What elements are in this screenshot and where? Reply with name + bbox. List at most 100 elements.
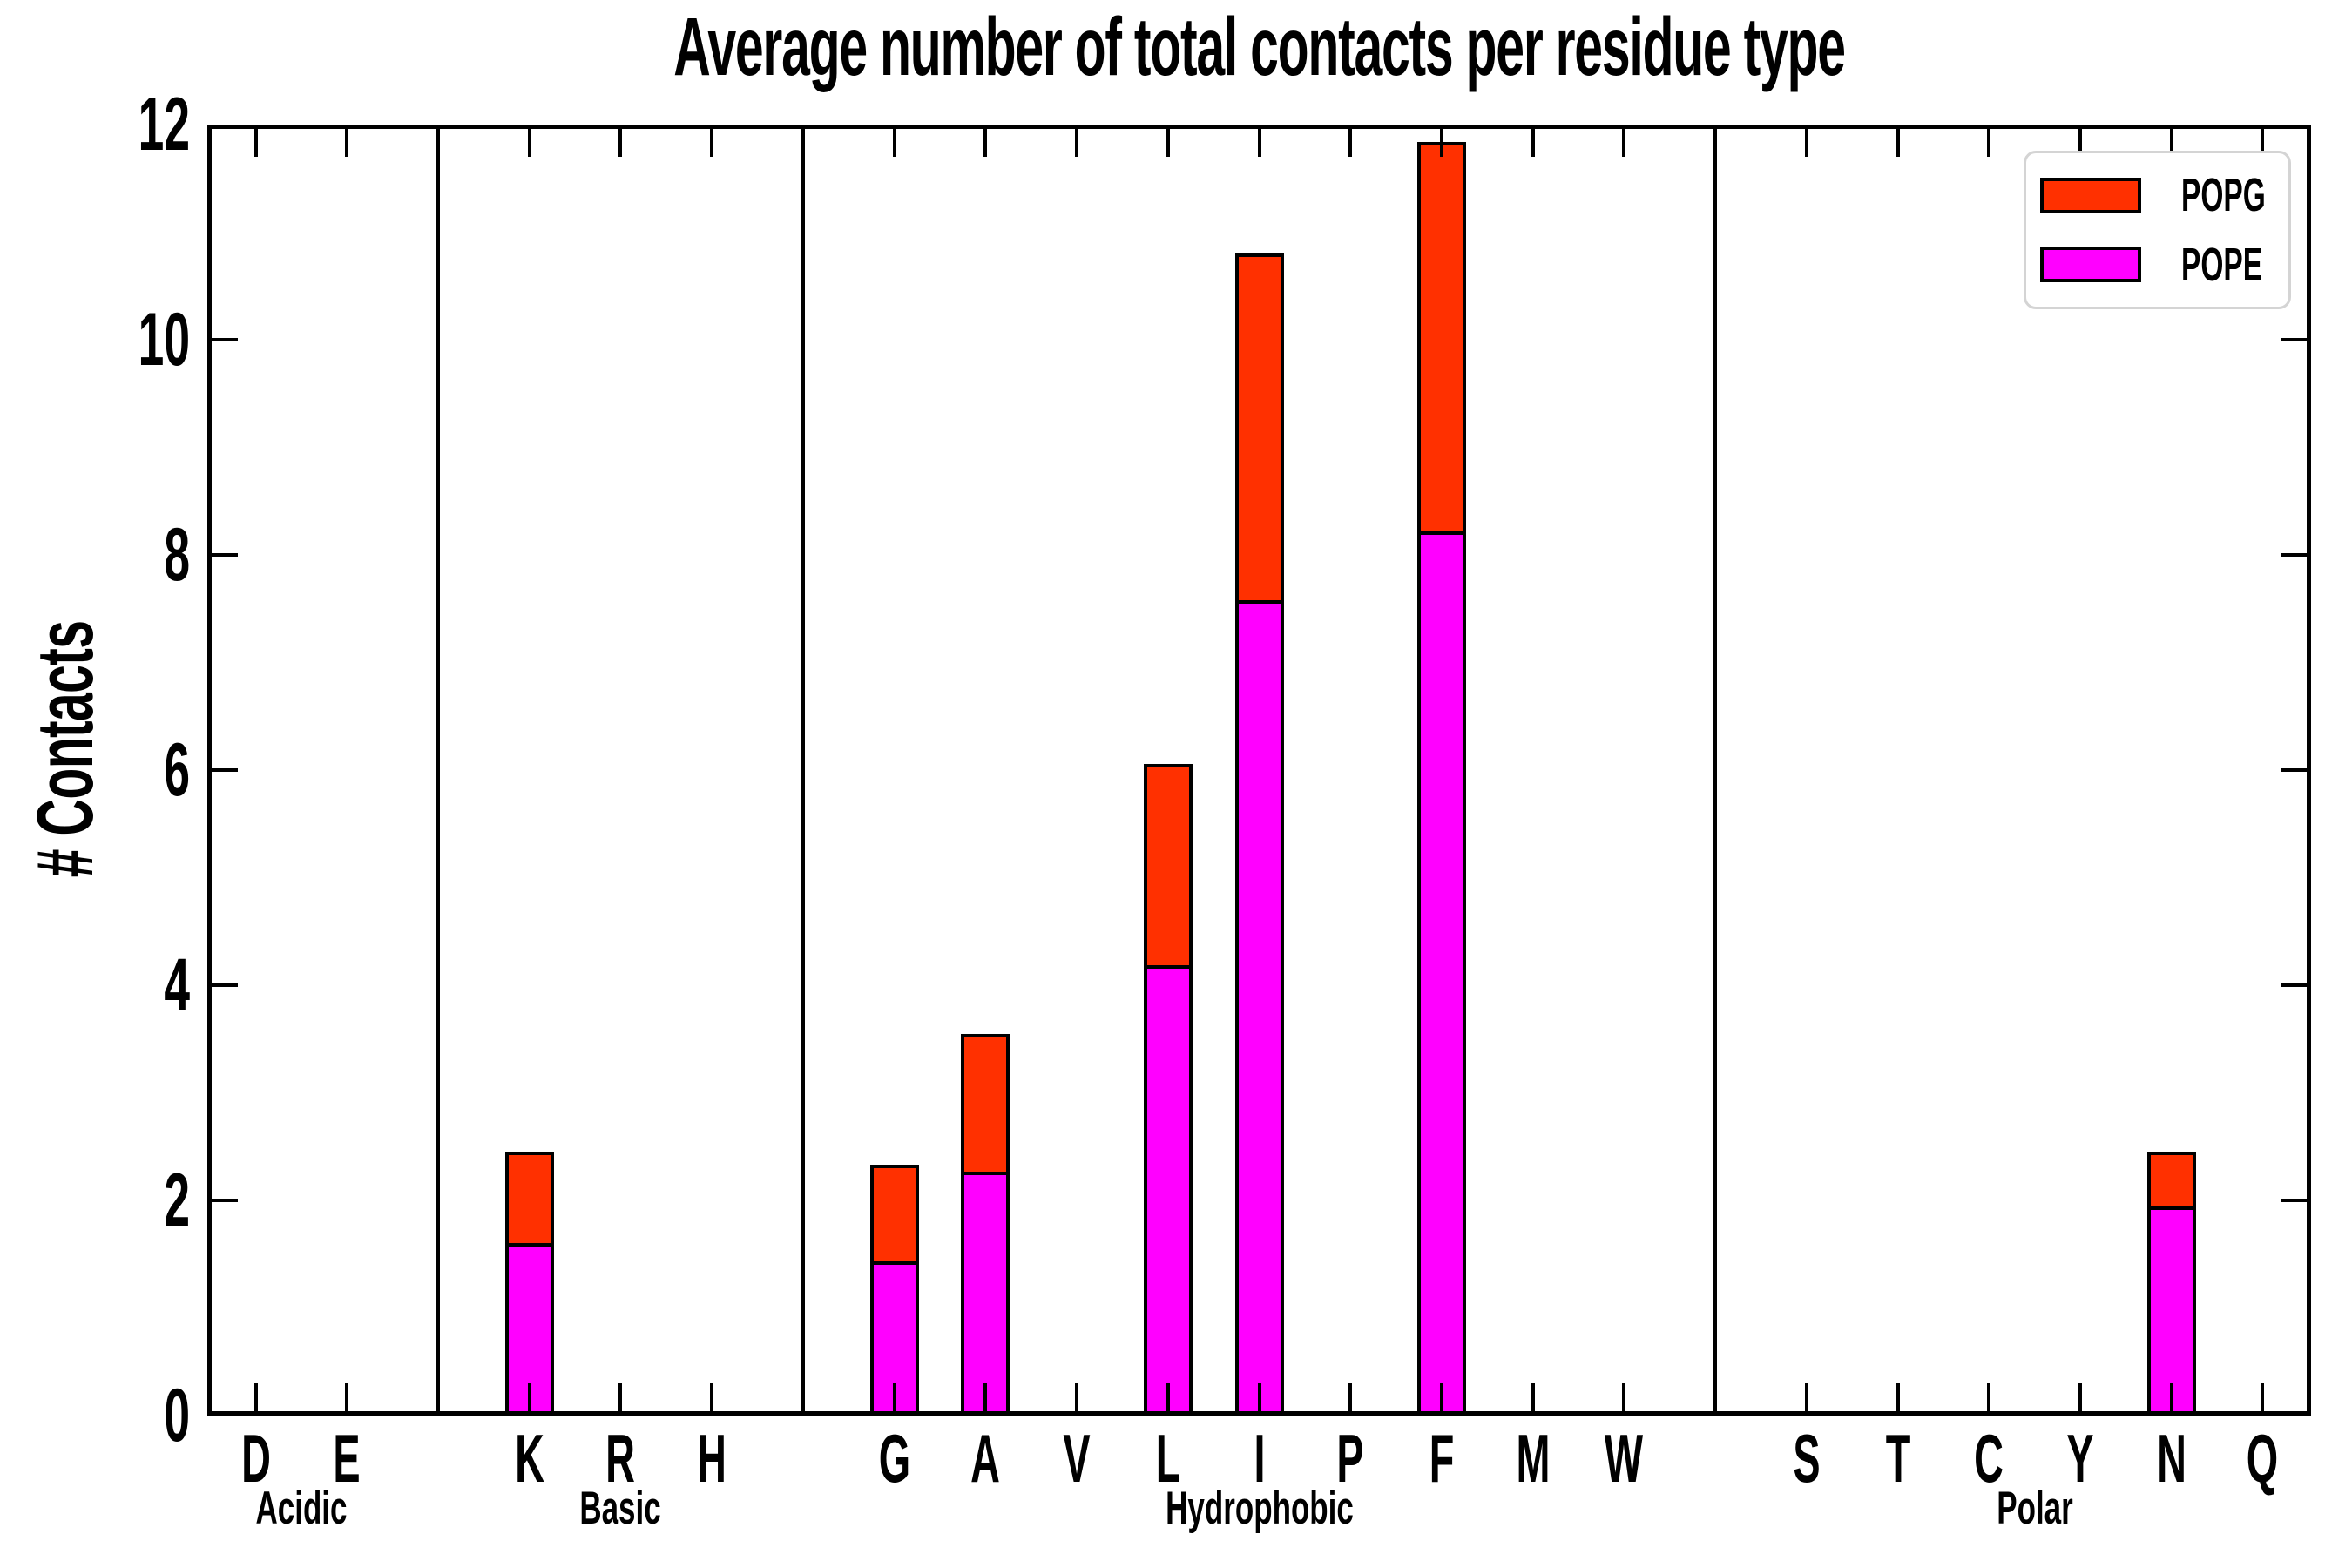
x-tick-label-M: M	[1516, 1420, 1551, 1497]
tick-x-top-N	[2169, 129, 2173, 157]
tick-x-bottom-S	[1804, 1383, 1808, 1411]
x-tick-label-N: N	[2156, 1420, 2186, 1497]
tick-x-top-I	[1257, 129, 1261, 157]
tick-y-left-10	[212, 338, 238, 341]
tick-x-bottom-A	[983, 1383, 988, 1411]
group-separator-0	[436, 125, 440, 1416]
legend-patch-pope	[2040, 247, 2141, 283]
y-tick-label-2: 2	[164, 1159, 190, 1242]
x-tick-label-I: I	[1253, 1420, 1265, 1497]
spine-bottom	[207, 1411, 2311, 1416]
tick-x-top-W	[1622, 129, 1626, 157]
tick-x-bottom-Q	[2261, 1383, 2265, 1411]
x-tick-label-F: F	[1429, 1420, 1455, 1497]
tick-y-left-2	[212, 1199, 238, 1202]
tick-x-top-A	[983, 129, 988, 157]
legend: POPG POPE	[2024, 151, 2291, 309]
tick-x-bottom-E	[345, 1383, 349, 1411]
group-label-basic: Basic	[579, 1483, 662, 1534]
tick-x-bottom-I	[1257, 1383, 1261, 1411]
legend-label-pope: POPE	[2181, 238, 2263, 291]
tick-x-bottom-C	[1987, 1383, 1991, 1411]
legend-entry-pope: POPE	[2040, 238, 2288, 292]
tick-x-bottom-P	[1348, 1383, 1353, 1411]
y-tick-label-10: 10	[138, 298, 190, 382]
tick-y-right-2	[2281, 1199, 2307, 1202]
bar-G-POPG	[869, 1165, 919, 1266]
bar-L-POPE	[1143, 964, 1193, 1416]
spine-top	[207, 125, 2311, 129]
chart-title: Average number of total contacts per res…	[673, 1, 1846, 93]
x-tick-label-C: C	[1974, 1420, 2004, 1497]
tick-x-top-L	[1166, 129, 1170, 157]
spine-left	[207, 125, 212, 1416]
bar-A-POPG	[961, 1033, 1010, 1175]
tick-x-top-Q	[2261, 129, 2265, 157]
x-tick-label-V: V	[1063, 1420, 1091, 1497]
tick-y-left-6	[212, 768, 238, 772]
tick-x-top-G	[892, 129, 896, 157]
tick-x-bottom-G	[892, 1383, 896, 1411]
tick-y-right-6	[2281, 768, 2307, 772]
tick-y-right-4	[2281, 983, 2307, 987]
tick-x-top-H	[710, 129, 714, 157]
tick-x-top-M	[1531, 129, 1535, 157]
x-tick-label-H: H	[697, 1420, 727, 1497]
x-tick-label-K: K	[514, 1420, 544, 1497]
tick-x-bottom-N	[2169, 1383, 2173, 1411]
tick-x-bottom-L	[1166, 1383, 1170, 1411]
tick-x-top-Y	[2078, 129, 2083, 157]
tick-x-top-R	[618, 129, 623, 157]
group-label-polar: Polar	[1996, 1483, 2073, 1534]
x-tick-label-Y: Y	[2066, 1420, 2094, 1497]
tick-x-top-D	[253, 129, 258, 157]
tick-x-top-E	[345, 129, 349, 157]
group-label-hydrophobic: Hydrophobic	[1165, 1483, 1354, 1534]
tick-x-bottom-T	[1896, 1383, 1900, 1411]
plot-area: POPG POPE	[207, 125, 2311, 1416]
bar-F-POPE	[1416, 531, 1466, 1416]
spine-right	[2307, 125, 2311, 1416]
tick-x-top-V	[1075, 129, 1079, 157]
bar-F-POPG	[1416, 141, 1466, 535]
legend-label-popg: POPG	[2181, 169, 2266, 222]
y-tick-label-6: 6	[164, 728, 190, 812]
x-tick-label-W: W	[1605, 1420, 1644, 1497]
x-tick-label-L: L	[1155, 1420, 1181, 1497]
bar-K-POPG	[504, 1152, 554, 1247]
tick-x-bottom-D	[253, 1383, 258, 1411]
tick-x-bottom-K	[527, 1383, 531, 1411]
y-tick-label-12: 12	[138, 83, 190, 166]
bar-G-POPE	[869, 1261, 919, 1416]
x-tick-label-T: T	[1885, 1420, 1910, 1497]
bar-L-POPG	[1143, 763, 1193, 969]
y-tick-label-8: 8	[164, 513, 190, 597]
group-separator-2	[1713, 125, 1718, 1416]
tick-x-bottom-W	[1622, 1383, 1626, 1411]
group-separator-1	[801, 125, 805, 1416]
group-label-acidic: Acidic	[255, 1483, 348, 1534]
tick-x-top-S	[1804, 129, 1808, 157]
x-tick-label-R: R	[605, 1420, 636, 1497]
x-tick-label-G: G	[878, 1420, 910, 1497]
tick-x-bottom-R	[618, 1383, 623, 1411]
tick-x-bottom-F	[1439, 1383, 1443, 1411]
x-tick-label-Q: Q	[2247, 1420, 2279, 1497]
tick-y-left-8	[212, 553, 238, 557]
legend-patch-popg	[2040, 177, 2141, 213]
tick-x-bottom-Y	[2078, 1383, 2083, 1411]
y-tick-label-0: 0	[164, 1374, 190, 1457]
tick-x-bottom-V	[1075, 1383, 1079, 1411]
bar-I-POPE	[1234, 599, 1284, 1416]
x-tick-label-A: A	[970, 1420, 1001, 1497]
tick-x-top-C	[1987, 129, 1991, 157]
x-tick-label-P: P	[1336, 1420, 1364, 1497]
tick-x-top-P	[1348, 129, 1353, 157]
tick-x-bottom-H	[710, 1383, 714, 1411]
bar-A-POPE	[961, 1171, 1010, 1416]
tick-y-left-4	[212, 983, 238, 987]
tick-x-bottom-M	[1531, 1383, 1535, 1411]
y-tick-label-4: 4	[164, 943, 190, 1027]
x-tick-label-E: E	[333, 1420, 361, 1497]
